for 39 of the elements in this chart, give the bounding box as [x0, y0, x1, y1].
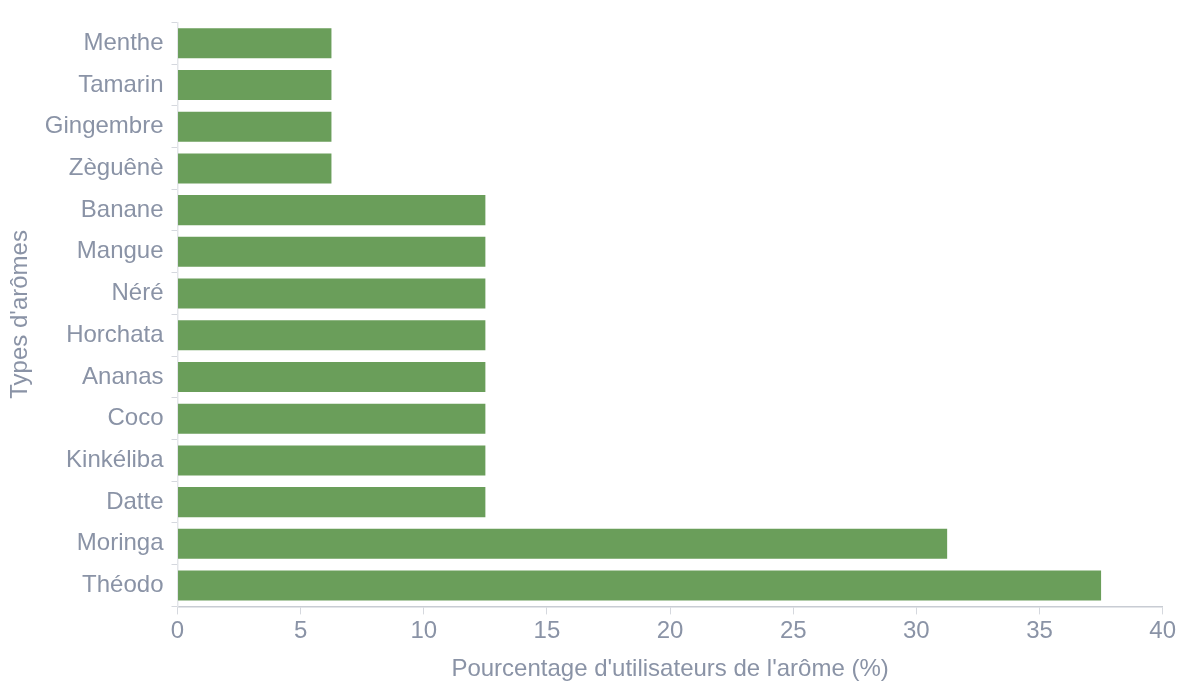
x-tick-label: 25: [779, 616, 807, 644]
bar: [178, 320, 486, 351]
x-tick-label: 35: [1026, 616, 1053, 644]
bar: [178, 361, 486, 392]
x-tick-label: 40: [1149, 616, 1176, 644]
y-tick-label: Menthe: [83, 27, 164, 55]
bar: [178, 28, 332, 59]
y-tick-label: Kinkéliba: [66, 445, 165, 473]
bar: [178, 570, 1102, 601]
bar: [178, 445, 486, 476]
x-tick-label: 30: [903, 616, 930, 644]
bar: [178, 236, 486, 267]
y-tick-label: Banane: [80, 194, 164, 222]
bar: [178, 111, 332, 142]
y-tick-label: Horchata: [66, 319, 165, 347]
bar: [178, 403, 486, 434]
x-tick-label: 5: [293, 616, 308, 644]
y-tick-label: Moringa: [76, 528, 165, 556]
y-tick-label: Datte: [106, 486, 164, 514]
bar: [178, 487, 486, 518]
bar: [178, 69, 332, 100]
x-tick-label: 20: [656, 616, 684, 644]
bar: [178, 195, 486, 226]
y-tick-label: Mangue: [76, 236, 164, 264]
y-tick-label: Néré: [111, 278, 164, 306]
y-tick-label: Théodo: [82, 570, 164, 598]
y-tick-label: Coco: [107, 403, 164, 431]
y-axis-title: Types d'arômes: [5, 230, 33, 399]
y-tick-label: Zèguênè: [68, 153, 164, 181]
bar: [178, 528, 948, 559]
bar: [178, 153, 332, 184]
bar: [178, 278, 486, 309]
x-tick-label: 15: [533, 616, 561, 644]
y-tick-label: Ananas: [82, 361, 164, 389]
y-tick-label: Gingembre: [44, 111, 164, 139]
y-tick-label: Tamarin: [78, 69, 164, 97]
x-axis-title: Pourcentage d'utilisateurs de l'arôme (%): [451, 654, 889, 682]
x-tick-label: 10: [410, 616, 438, 644]
x-tick-label: 0: [170, 616, 185, 644]
